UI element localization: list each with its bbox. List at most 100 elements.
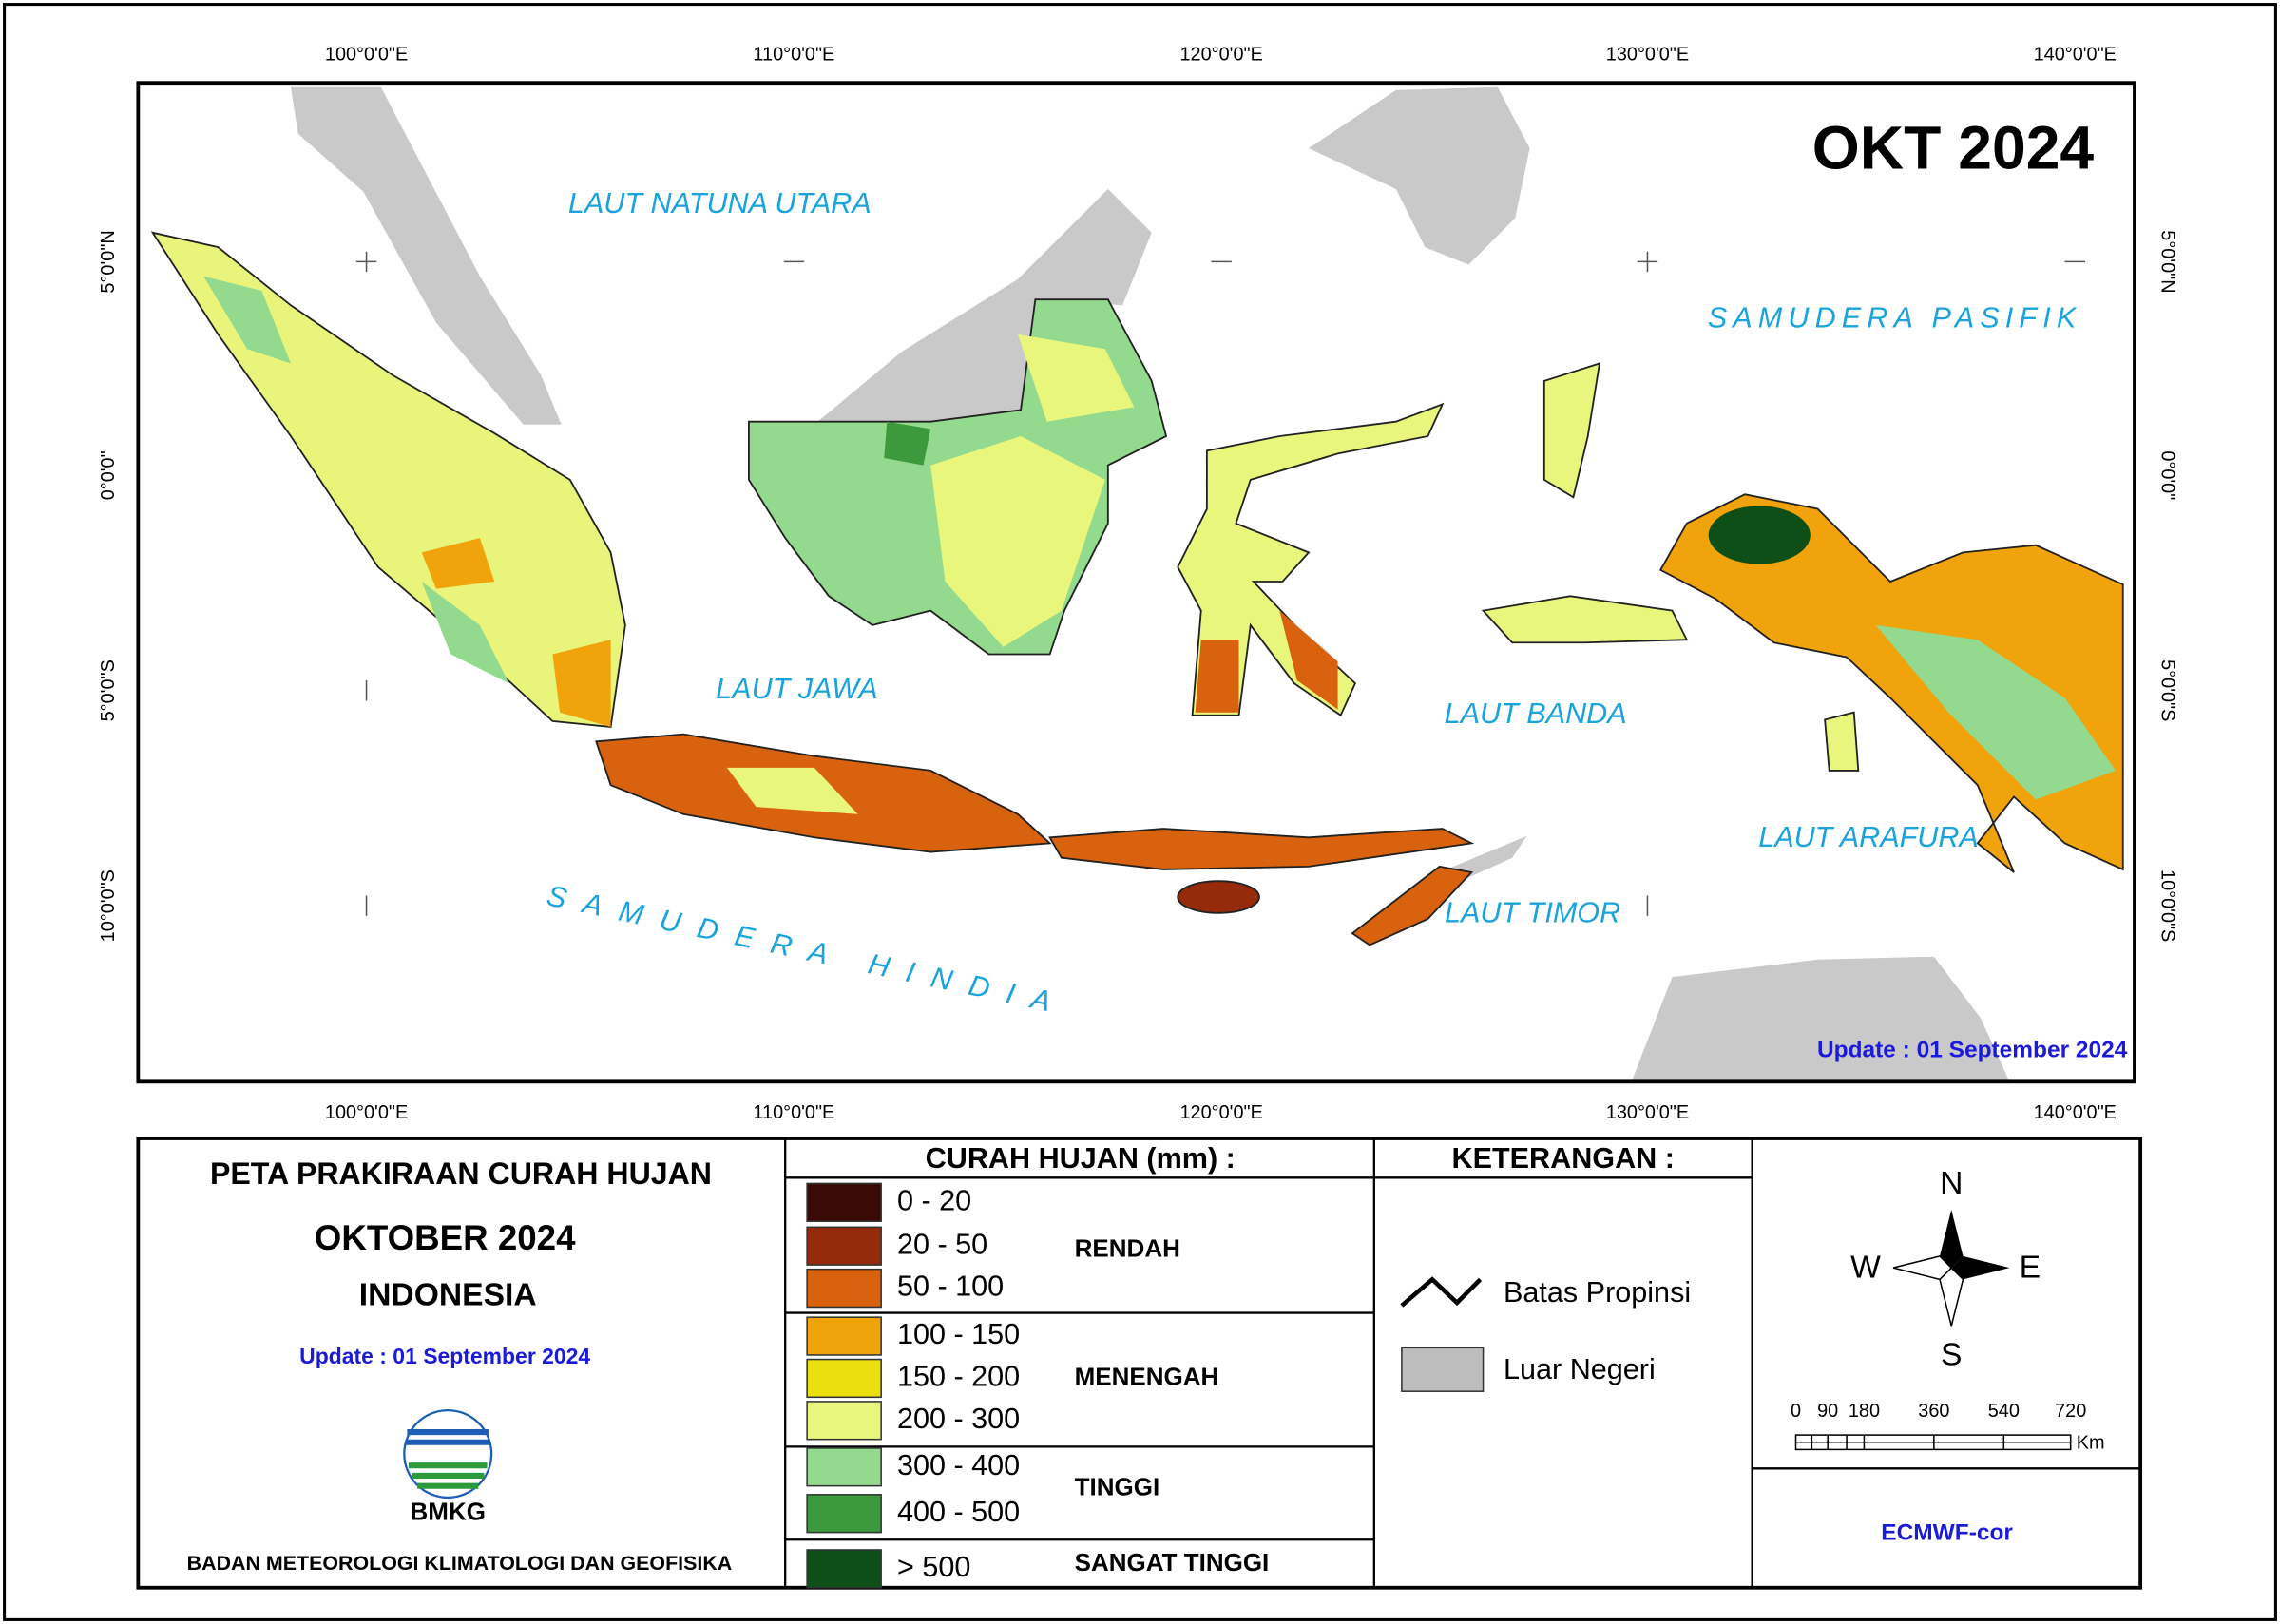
foreign-symbol — [1401, 1347, 1485, 1392]
panel-subtitle: OKTOBER 2024 — [315, 1218, 576, 1257]
lat-label: 5°0'0"S — [98, 659, 119, 721]
lon-label: 130°0'0"E — [1606, 1102, 1689, 1123]
legend-swatch — [806, 1494, 882, 1534]
lon-label: 100°0'0"E — [325, 44, 408, 65]
seram — [1481, 595, 1689, 644]
compass-w: W — [1850, 1251, 1881, 1286]
legend-group: RENDAH — [1075, 1234, 1180, 1263]
lon-label: 140°0'0"E — [2034, 1102, 2117, 1123]
foreign-land — [1631, 956, 2010, 1082]
legend-group: SANGAT TINGGI — [1075, 1548, 1270, 1576]
foreign-land — [1308, 86, 1530, 265]
foreign-land — [290, 86, 562, 425]
panel-border — [136, 1137, 2143, 1590]
logo-stripe — [405, 1428, 490, 1445]
legend-group: MENENGAH — [1075, 1362, 1219, 1390]
legend: 0 - 20 20 - 50 50 - 100 100 - 150 150 - 200 2… — [806, 1182, 1270, 1589]
legend-swatch — [806, 1316, 882, 1356]
lat-label: 10°0'0"S — [98, 869, 119, 942]
lon-label: 100°0'0"E — [325, 1102, 408, 1123]
compass-e: E — [2020, 1251, 2041, 1286]
foreign-land — [814, 188, 1152, 425]
graticule-mark — [355, 251, 2085, 916]
legend-swatch — [806, 1358, 882, 1399]
lon-label: 120°0'0"E — [1180, 44, 1263, 65]
legend-title: CURAH HUJAN (mm) : — [926, 1142, 1236, 1175]
sea-label: LAUT ARAFURA — [1758, 821, 1979, 853]
sea-label: LAUT BANDA — [1445, 697, 1627, 730]
rain-patch — [421, 538, 611, 727]
map: OKT 2024 Update : 01 September 2024 LAUT… — [136, 81, 2136, 1084]
legend-label: 400 - 500 — [897, 1496, 1020, 1528]
compass-point — [1939, 1209, 1964, 1269]
compass-s: S — [1941, 1337, 1962, 1372]
legend-label: 200 - 300 — [897, 1403, 1020, 1435]
sea-label: LAUT NATUNA UTARA — [568, 187, 872, 220]
keterangan-item: Batas Propinsi — [1504, 1276, 1691, 1309]
rain-patch — [1708, 506, 1811, 564]
keterangan-item: Luar Negeri — [1504, 1353, 1656, 1385]
rain-patch — [1195, 610, 1338, 713]
scale-label: 0 — [1791, 1401, 1801, 1422]
halmahera — [1542, 362, 1601, 499]
rain-patch — [203, 276, 509, 684]
lon-label: 120°0'0"E — [1180, 1102, 1263, 1123]
legend-label: 0 - 20 — [897, 1184, 971, 1216]
lat-label: 5°0'0"N — [2156, 230, 2177, 293]
sea-label: LAUT JAWA — [716, 673, 877, 705]
logo — [403, 1408, 493, 1500]
lon-label: 140°0'0"E — [2034, 44, 2117, 65]
nusa-tenggara — [1048, 828, 1475, 870]
scale-label: 720 — [2055, 1401, 2086, 1422]
lat-label: 0°0'0" — [2156, 450, 2177, 500]
legend-swatch — [806, 1549, 882, 1589]
legend-group: TINGGI — [1075, 1473, 1160, 1501]
legend-swatch — [806, 1447, 882, 1487]
legend-label: 150 - 200 — [897, 1361, 1020, 1393]
scale-label: 90 — [1817, 1401, 1838, 1422]
scale-bar: 0 90 180 360 540 720 Km — [1791, 1401, 2105, 1454]
sulawesi — [1177, 402, 1445, 717]
legend-swatch — [806, 1226, 882, 1266]
sea-label: LAUT TIMOR — [1445, 896, 1620, 928]
rain-patch — [884, 421, 931, 466]
panel-update: Update : 01 September 2024 — [299, 1344, 590, 1368]
coordinate-labels: 100°0'0"E 100°0'0"E 110°0'0"E 110°0'0"E 120°… — [98, 44, 2177, 1123]
legend-label: 300 - 400 — [897, 1449, 1020, 1481]
timor — [1351, 865, 1474, 946]
panel-title: PETA PRAKIRAAN CURAH HUJAN — [210, 1156, 712, 1191]
info-panel: PETA PRAKIRAAN CURAH HUJAN OKTOBER 2024 … — [136, 1137, 2143, 1590]
model-label: ECMWF-cor — [1881, 1520, 2013, 1546]
lon-label: 110°0'0"E — [753, 44, 834, 65]
island — [1824, 711, 1860, 772]
lat-label: 0°0'0" — [98, 450, 119, 500]
agency: BADAN METEOROLOGI KLIMATOLOGI DAN GEOFIS… — [187, 1552, 733, 1575]
logo-stripe — [408, 1462, 488, 1489]
scale-unit: Km — [2077, 1433, 2105, 1454]
compass — [1892, 1209, 2010, 1327]
graticule — [355, 251, 2085, 916]
compass-point — [1951, 1255, 2010, 1280]
logo-text: BMKG — [411, 1498, 486, 1526]
sumba — [1177, 880, 1260, 914]
sea-label: SAMUDERA PASIFIK — [1708, 302, 2082, 334]
legend-swatch — [806, 1401, 882, 1441]
scale-bar-divisions — [1795, 1435, 2071, 1450]
legend-label: 50 - 100 — [897, 1271, 1004, 1303]
lat-label: 5°0'0"N — [98, 230, 119, 293]
compass-n: N — [1940, 1166, 1963, 1201]
rain-patch — [726, 767, 858, 814]
keterangan-title: KETERANGAN : — [1452, 1142, 1675, 1175]
scale-label: 540 — [1988, 1401, 2020, 1422]
legend-swatch — [806, 1268, 882, 1309]
map-frame — [136, 81, 2136, 1084]
panel-region: INDONESIA — [359, 1278, 537, 1313]
map-title: OKT 2024 — [1812, 114, 2095, 182]
rain-patch — [1875, 624, 2117, 800]
lat-label: 10°0'0"S — [2156, 869, 2177, 942]
legend-label: > 500 — [897, 1551, 970, 1583]
scale-label: 180 — [1849, 1401, 1880, 1422]
legend-label: 100 - 150 — [897, 1318, 1020, 1350]
